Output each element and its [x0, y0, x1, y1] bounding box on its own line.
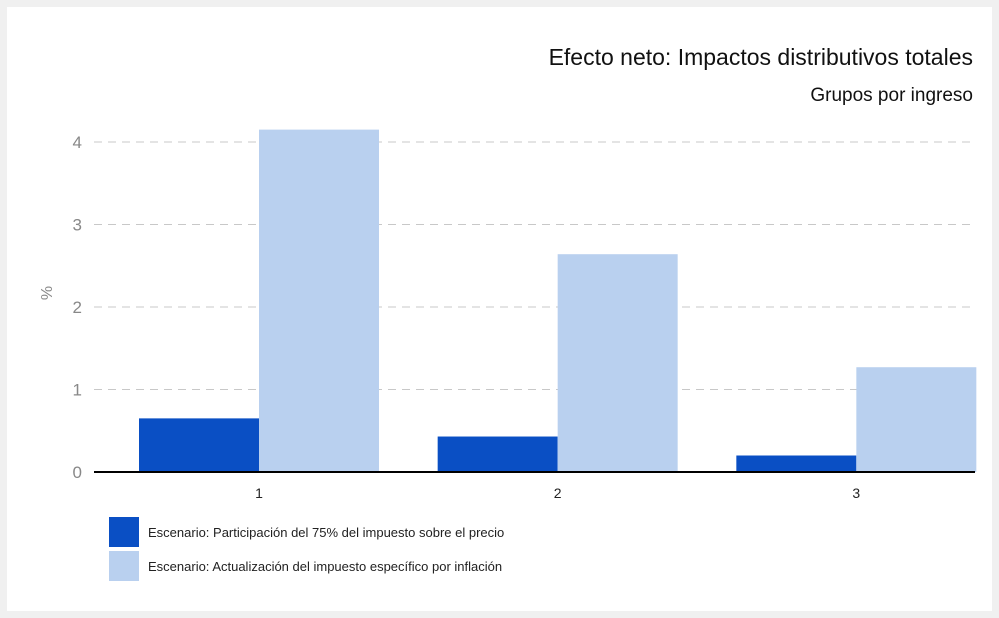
x-tick-label: 1	[255, 485, 263, 501]
chart-title: Efecto neto: Impactos distributivos tota…	[549, 44, 973, 70]
bar-series-1-group-1	[139, 418, 259, 472]
chart-subtitle: Grupos por ingreso	[810, 85, 973, 106]
y-tick-label: 0	[73, 463, 82, 482]
legend-swatch-2	[109, 551, 139, 581]
y-tick-label: 1	[73, 381, 82, 400]
chart-panel	[7, 7, 992, 611]
legend-label-2: Escenario: Actualización del impuesto es…	[148, 559, 502, 574]
bar-series-2-group-2	[557, 254, 678, 472]
bar-series-2-group-3	[856, 367, 977, 472]
y-tick-label: 4	[73, 133, 82, 152]
y-axis-label: %	[39, 286, 56, 300]
x-tick-label: 3	[852, 485, 860, 501]
y-tick-label: 3	[73, 216, 82, 235]
bar-series-1-group-3	[736, 455, 857, 472]
bar-series-2-group-1	[259, 129, 379, 472]
legend-label-1: Escenario: Participación del 75% del imp…	[148, 525, 504, 540]
legend-swatch-1	[109, 517, 139, 547]
bar-series-1-group-2	[437, 436, 558, 472]
y-tick-label: 2	[73, 298, 82, 317]
x-tick-label: 2	[554, 485, 562, 501]
